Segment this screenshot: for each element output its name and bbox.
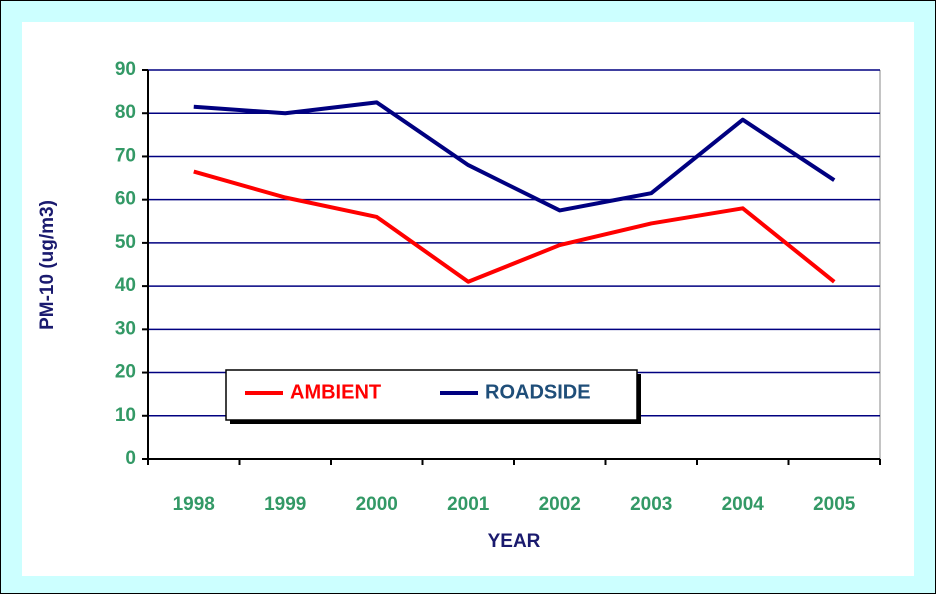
legend-box xyxy=(225,369,638,421)
x-tick-label: 2001 xyxy=(447,494,490,515)
y-tick-label: 90 xyxy=(115,59,136,80)
chart-area xyxy=(22,22,914,576)
legend-label: AMBIENT xyxy=(290,381,381,403)
x-tick-label: 1998 xyxy=(173,494,215,515)
y-tick-label: 0 xyxy=(125,448,136,469)
y-axis-label: PM-10 (ug/m3) xyxy=(37,200,58,330)
x-axis-label: YEAR xyxy=(488,531,541,552)
y-tick-label: 30 xyxy=(115,318,136,339)
series-line xyxy=(193,169,836,284)
y-tick-label: 60 xyxy=(115,189,136,210)
x-tick-label: 2004 xyxy=(722,494,765,515)
x-tick-label: 2005 xyxy=(813,494,856,515)
y-tick-label: 50 xyxy=(115,232,136,253)
x-tick-label: 1999 xyxy=(264,494,306,515)
legend-label: ROADSIDE xyxy=(485,381,591,403)
x-tick-label: 2003 xyxy=(630,494,672,515)
y-tick-label: 80 xyxy=(115,102,136,123)
y-tick-label: 40 xyxy=(115,275,136,296)
y-tick-label: 70 xyxy=(115,145,136,166)
y-tick-label: 20 xyxy=(115,362,136,383)
y-tick-label: 10 xyxy=(115,405,136,426)
x-tick-label: 2000 xyxy=(356,494,398,515)
x-tick-label: 2002 xyxy=(539,494,581,515)
series-line xyxy=(193,100,836,213)
